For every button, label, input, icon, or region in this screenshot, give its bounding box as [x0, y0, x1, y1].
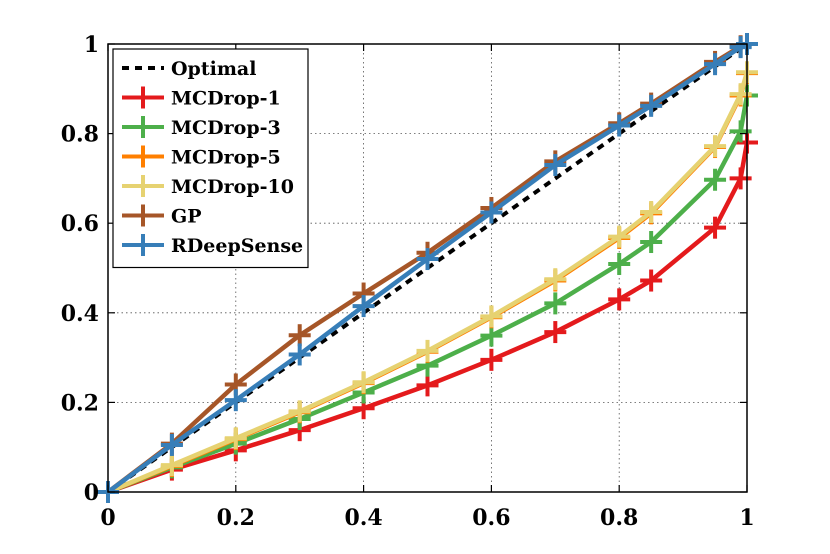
- data-point-mcdrop-10: [480, 305, 503, 328]
- x-tick-label: 0.2: [217, 505, 255, 531]
- data-point-mcdrop-10: [224, 427, 247, 450]
- x-tick-label: 0: [100, 505, 115, 531]
- legend-entry-optimal: Optimal: [122, 58, 256, 80]
- legend-label: MCDrop-10: [171, 176, 294, 198]
- data-point-mcdrop-10: [608, 225, 631, 248]
- data-point-mcdrop-10: [288, 400, 311, 423]
- legend-marker: [132, 234, 154, 256]
- data-point-mcdrop-1: [640, 269, 663, 292]
- data-point-mcdrop-10: [352, 371, 375, 394]
- legend-entry-mcdrop-10: MCDrop-10: [122, 175, 294, 198]
- data-point-mcdrop-1: [480, 348, 503, 371]
- data-point-mcdrop-10: [544, 268, 567, 291]
- x-tick-label: 0.4: [344, 505, 382, 531]
- plot-area-frame: [107, 43, 748, 493]
- data-point-mcdrop-3: [608, 252, 631, 275]
- data-point-mcdrop-3: [704, 168, 727, 191]
- legend-entry-mcdrop-5: MCDrop-5: [122, 145, 281, 169]
- data-point-mcdrop-10: [160, 454, 183, 477]
- data-point-rdeepsense: [160, 433, 183, 456]
- legend-marker: [132, 145, 154, 168]
- legend: Optimal MCDrop-1 MCDrop-3 MCDrop-5 MCDrop-10…: [112, 48, 309, 269]
- legend-marker: [132, 116, 154, 138]
- x-tick-label: 0.6: [472, 505, 510, 531]
- legend-label: MCDrop-5: [171, 147, 281, 169]
- series-lines: [97, 33, 758, 503]
- x-tick-label: 0.8: [600, 505, 638, 531]
- data-point-rdeepsense: [416, 248, 439, 271]
- data-point-rdeepsense: [480, 201, 503, 224]
- data-point-rdeepsense: [608, 114, 631, 137]
- data-point-rdeepsense: [544, 153, 567, 176]
- x-tick-label: 1: [739, 505, 754, 531]
- data-point-mcdrop-3: [544, 292, 567, 315]
- legend-label: Optimal: [171, 58, 256, 80]
- y-tick-label: 1: [84, 32, 99, 58]
- data-point-rdeepsense: [704, 53, 727, 76]
- legend-marker: [132, 175, 154, 197]
- data-point-mcdrop-10: [416, 339, 439, 362]
- data-point-rdeepsense: [288, 343, 311, 366]
- data-point-rdeepsense: [640, 94, 663, 117]
- legend-entry-rdeepsense: RDeepSense: [122, 234, 303, 257]
- data-point-mcdrop-3: [640, 231, 663, 254]
- data-point-mcdrop-10: [640, 201, 663, 223]
- y-tick-label: 0.4: [61, 301, 99, 327]
- legend-label: MCDrop-1: [171, 88, 281, 110]
- data-point-mcdrop-1: [416, 374, 439, 397]
- data-point-mcdrop-1: [704, 216, 727, 239]
- data-point-rdeepsense: [352, 295, 375, 318]
- y-tick-label: 0.8: [61, 122, 99, 148]
- data-point-mcdrop-10: [729, 83, 752, 106]
- data-point-rdeepsense: [224, 389, 247, 412]
- data-point-mcdrop-3: [480, 324, 503, 347]
- legend-entry-mcdrop-1: MCDrop-1: [122, 86, 281, 110]
- y-tick-label: 0.2: [61, 390, 99, 416]
- y-tick-label: 0: [84, 480, 99, 506]
- legend-entry-gp: GP: [122, 204, 202, 228]
- data-point-mcdrop-3: [729, 120, 752, 143]
- data-point-mcdrop-1: [544, 321, 567, 344]
- data-point-gp: [288, 324, 311, 347]
- legend-label: RDeepSense: [171, 235, 303, 257]
- y-tick-label: 0.6: [61, 211, 99, 237]
- legend-label: MCDrop-3: [171, 117, 281, 139]
- legend-marker: [132, 204, 154, 227]
- data-point-mcdrop-1: [729, 167, 752, 190]
- axis-ticks: 0 0.2 0.4 0.6 0.8 1 0 0.2 0.4 0.6 0.8 1: [61, 32, 755, 531]
- legend-marker: [132, 86, 154, 109]
- data-point-mcdrop-10: [704, 135, 727, 158]
- legend-label: GP: [171, 206, 202, 228]
- legend-entry-mcdrop-3: MCDrop-3: [122, 116, 281, 139]
- data-point-mcdrop-1: [608, 288, 631, 311]
